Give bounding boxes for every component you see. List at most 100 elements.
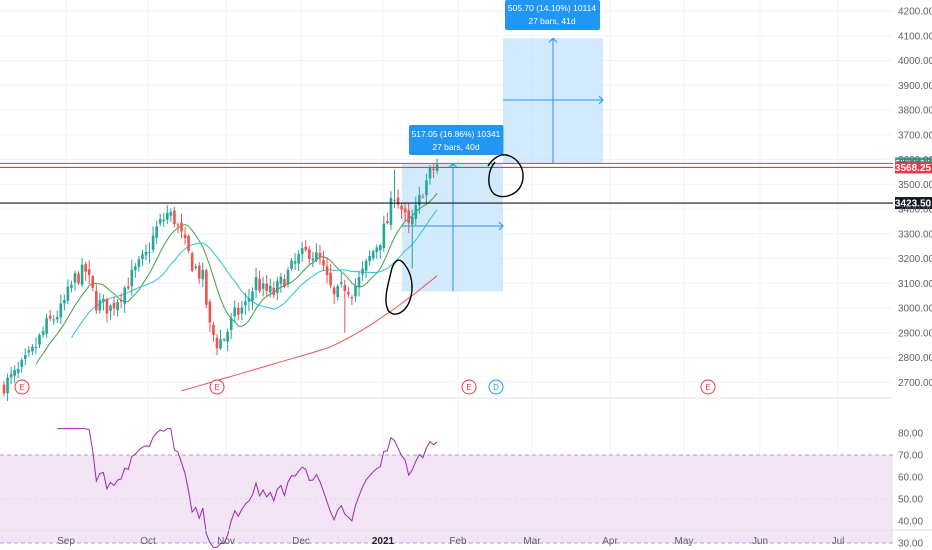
- event-marker[interactable]: E: [209, 379, 225, 395]
- rsi-pane: [0, 428, 893, 548]
- candle: [347, 286, 350, 298]
- candle-body: [205, 270, 208, 305]
- candle-body: [212, 324, 215, 336]
- candle: [63, 294, 66, 311]
- candle: [105, 297, 109, 323]
- candle-body: [155, 226, 158, 238]
- candle: [268, 278, 272, 298]
- candle: [137, 256, 141, 272]
- candle-body: [187, 235, 190, 251]
- candle-body: [315, 252, 318, 261]
- candle: [425, 173, 428, 204]
- candle: [2, 380, 6, 397]
- candle-body: [109, 305, 112, 311]
- candle-body: [130, 269, 134, 287]
- candle: [244, 292, 247, 316]
- candle: [59, 294, 63, 325]
- candle-body: [123, 287, 126, 304]
- candle-body: [59, 303, 63, 318]
- event-marker[interactable]: D: [488, 379, 504, 395]
- candle-body: [73, 273, 77, 283]
- candle-body: [393, 199, 396, 201]
- candle-body: [276, 281, 279, 293]
- candle: [208, 299, 212, 332]
- candle-body: [379, 245, 382, 251]
- candle-body: [183, 234, 187, 239]
- event-label: E: [466, 383, 471, 392]
- price-tick-label: 3300.00: [898, 229, 932, 240]
- event-icon: [700, 379, 716, 395]
- candle-body: [52, 319, 55, 321]
- candle-body: [16, 368, 20, 373]
- ma-slow-line: [181, 275, 438, 392]
- candle: [251, 287, 254, 310]
- candle: [27, 345, 31, 357]
- candle: [272, 281, 276, 299]
- candle: [286, 267, 290, 288]
- hand-circle-2: [487, 154, 524, 198]
- arrow-head-icon: [548, 37, 558, 43]
- candle-body: [368, 255, 371, 262]
- candle: [325, 257, 329, 284]
- candle: [24, 348, 27, 366]
- price-level-tag: [895, 197, 932, 210]
- time-tick-label: May: [675, 536, 694, 547]
- candle: [222, 337, 226, 342]
- candle-body: [375, 247, 379, 253]
- rsi-tick-label: 50.00: [898, 495, 923, 506]
- candle: [371, 249, 375, 261]
- event-label: E: [19, 383, 24, 392]
- price-level-tag: [895, 161, 932, 174]
- candle: [400, 202, 403, 219]
- candle: [13, 365, 16, 384]
- event-label: E: [214, 383, 219, 392]
- candle-body: [9, 374, 13, 378]
- candle-body: [169, 212, 173, 216]
- candle-body: [396, 197, 400, 205]
- candle-body: [425, 180, 428, 196]
- candle-body: [190, 253, 194, 271]
- time-tick-label: Jul: [832, 536, 845, 547]
- candle-body: [258, 278, 261, 291]
- candle: [322, 250, 325, 272]
- candle: [293, 252, 297, 271]
- time-tick-label: Feb: [449, 536, 467, 547]
- candle: [361, 261, 364, 281]
- candle: [212, 321, 215, 342]
- price-tick-label: 3400.00: [898, 205, 932, 216]
- candle-body: [283, 278, 286, 287]
- candle: [134, 262, 137, 278]
- candle: [229, 313, 233, 339]
- arrow-head-icon: [598, 95, 604, 105]
- candle-body: [55, 317, 59, 320]
- candle-body: [162, 219, 166, 222]
- measure-layer: 517.05 (16.86%) 10341 27 bars, 40d 505.70 …: [402, 0, 604, 292]
- candle: [55, 310, 59, 323]
- candle: [38, 333, 41, 349]
- candle-body: [407, 210, 410, 224]
- candle: [148, 242, 151, 263]
- candle: [357, 270, 361, 297]
- candle-body: [268, 285, 272, 293]
- candle-body: [318, 252, 322, 258]
- candle-body: [290, 260, 293, 269]
- candle: [276, 277, 279, 301]
- candle: [84, 261, 87, 281]
- price-tick-label: 3800.00: [898, 106, 932, 117]
- event-marker[interactable]: E: [700, 379, 716, 395]
- candle: [396, 189, 400, 209]
- candle-body: [357, 277, 361, 287]
- price-tick-label: 3700.00: [898, 130, 932, 141]
- candle-body: [148, 252, 151, 254]
- candle: [31, 344, 34, 356]
- candle: [318, 244, 322, 265]
- event-marker[interactable]: E: [14, 379, 30, 395]
- candle: [382, 215, 386, 253]
- price-level-tag-label: 3568.25: [895, 163, 932, 174]
- event-marker[interactable]: E: [461, 379, 477, 395]
- candle: [226, 328, 229, 351]
- candle: [155, 220, 158, 244]
- candle: [393, 169, 396, 208]
